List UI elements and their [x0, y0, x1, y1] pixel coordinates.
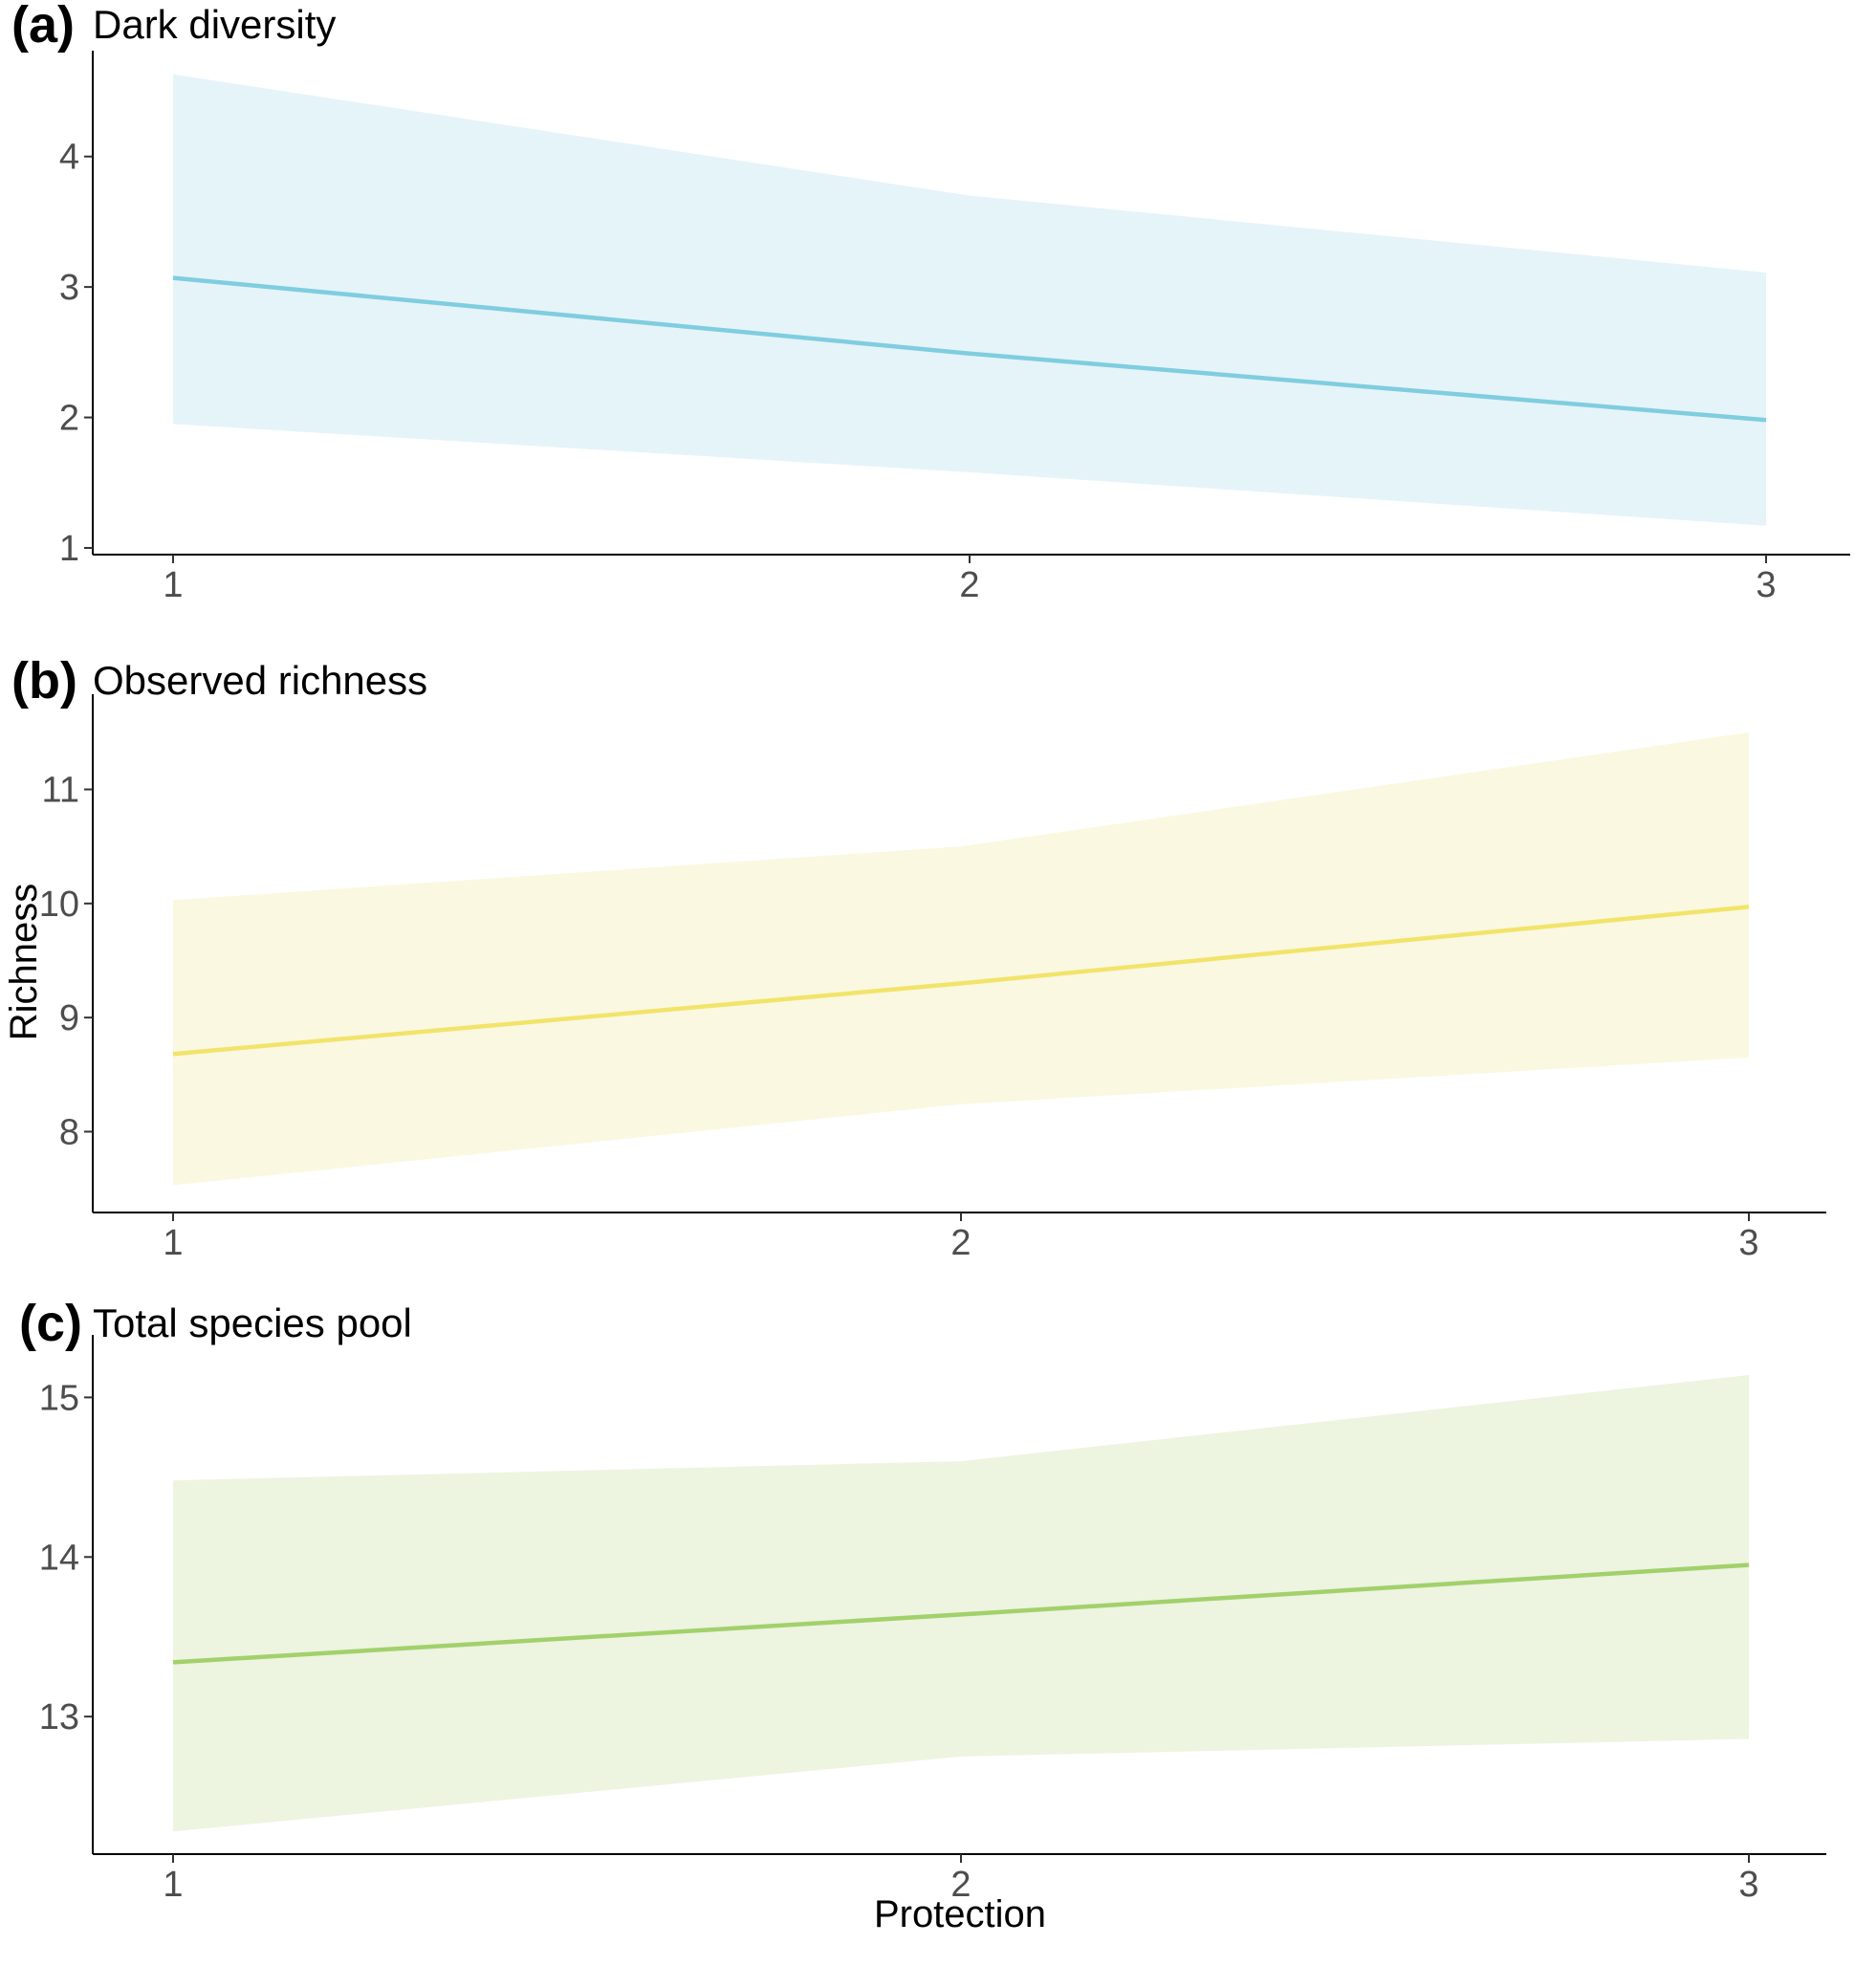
- fit-line-b: [172, 905, 1750, 1057]
- x-tick-label-c-2: 3: [1738, 1865, 1758, 1905]
- panel-label-c: (c): [19, 1295, 82, 1352]
- panel-title-a: Dark diversity: [93, 2, 336, 47]
- y-tick-label-a-0: 1: [59, 529, 79, 569]
- panel-a: (a) Dark diversity 1 2 3 4 1 2 3: [11, 0, 1850, 605]
- y-tick-label-a-3: 4: [59, 138, 79, 178]
- x-tick-label-a-0: 1: [163, 565, 183, 605]
- x-tick-label-a-2: 3: [1756, 565, 1776, 605]
- x-tick-label-c-0: 1: [163, 1865, 183, 1905]
- x-axis-title-c: Protection: [874, 1893, 1046, 1935]
- fit-line-c: [172, 1562, 1750, 1665]
- y-tick-label-c-1: 14: [39, 1538, 79, 1578]
- y-tick-label-a-1: 2: [59, 399, 79, 439]
- panel-label-b: (b): [11, 652, 77, 710]
- plot-area-c: 13 14 15 1 2 3: [39, 1335, 1826, 1905]
- plot-area-a: 1 2 3 4 1 2 3: [59, 51, 1850, 605]
- x-tick-label-b-0: 1: [163, 1223, 183, 1263]
- panel-title-c: Total species pool: [93, 1300, 412, 1345]
- confidence-ribbon-b: [173, 732, 1749, 1186]
- panel-label-a: (a): [11, 0, 75, 54]
- x-tick-label-b-1: 2: [950, 1223, 971, 1263]
- y-tick-label-b-1: 9: [59, 998, 79, 1038]
- x-tick-label-b-2: 3: [1738, 1223, 1758, 1263]
- y-tick-label-b-0: 8: [59, 1112, 79, 1152]
- y-tick-label-c-2: 15: [39, 1378, 79, 1418]
- confidence-ribbon-c: [173, 1375, 1749, 1832]
- y-tick-label-b-3: 11: [42, 771, 79, 811]
- y-tick-label-c-0: 13: [39, 1697, 79, 1737]
- y-tick-label-a-2: 3: [59, 268, 79, 308]
- y-tick-label-b-2: 10: [39, 885, 79, 925]
- confidence-ribbon-a: [173, 74, 1766, 526]
- x-tick-label-a-1: 2: [959, 565, 979, 605]
- panel-title-b: Observed richness: [93, 658, 427, 703]
- panel-c: (c) Total species pool Protection 131415…: [19, 1295, 1826, 1935]
- y-axis-title-b: Richness: [3, 884, 45, 1041]
- x-tick-label-c-1: 2: [950, 1865, 971, 1905]
- fit-line-a: [172, 275, 1767, 423]
